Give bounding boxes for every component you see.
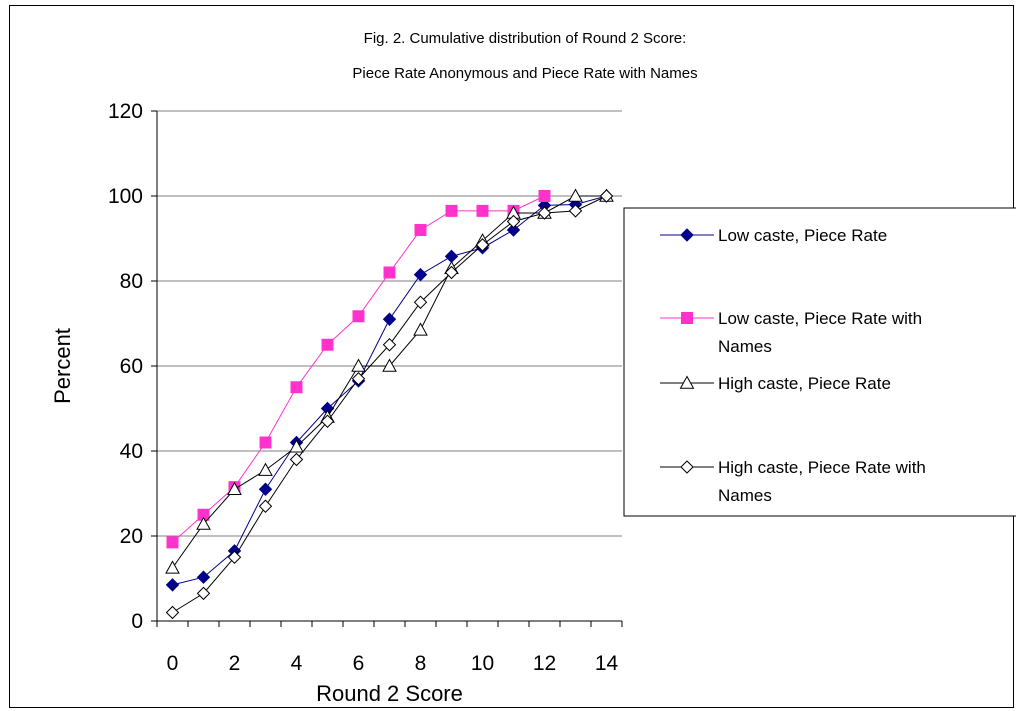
x-tick-label: 12 — [533, 652, 556, 675]
x-tick-label: 0 — [167, 652, 179, 675]
y-tick-label: 120 — [108, 100, 143, 123]
data-point-s4-x8 — [413, 295, 428, 309]
legend-label-4: Names — [718, 486, 772, 505]
legend-label-2: Low caste, Piece Rate with — [718, 309, 922, 328]
x-tick-label: 14 — [595, 652, 619, 675]
y-tick-label: 0 — [131, 610, 143, 633]
data-point-s3-x0 — [165, 560, 180, 574]
data-point-s2-x0 — [166, 536, 179, 549]
data-point-s3-x8 — [413, 322, 428, 336]
data-point-s1-x7 — [382, 312, 397, 326]
data-point-s4-x13 — [568, 204, 583, 218]
data-point-s2-x3 — [259, 436, 272, 449]
legend: Low caste, Piece Rate Low caste, Piece Ra… — [623, 207, 1016, 517]
data-point-s3-x3 — [258, 462, 273, 476]
y-tick-label: 20 — [120, 525, 143, 548]
x-tick-label: 8 — [415, 652, 427, 675]
data-point-s3-x1 — [196, 516, 211, 530]
data-point-s4-x12 — [537, 206, 552, 220]
data-point-s2-x5 — [321, 338, 334, 351]
data-point-s4-x0 — [165, 605, 180, 620]
data-point-s4-x9 — [444, 265, 459, 280]
x-tick-label: 6 — [353, 652, 365, 675]
data-point-s4-x5 — [320, 414, 335, 428]
data-point-s2-x12 — [538, 190, 551, 202]
y-axis-title: Percent — [50, 328, 75, 404]
y-tick-label: 80 — [120, 270, 143, 293]
x-axis-title: Round 2 Score — [316, 681, 463, 706]
plot-area: 0 20 40 60 80 100 120 0 2 4 6 8 10 12 14 Round 2 Score P… — [50, 100, 623, 706]
chart-title-line2: Piece Rate Anonymous and Piece Rate with… — [352, 65, 697, 82]
data-point-s3-x4 — [289, 439, 304, 453]
data-point-s4-x10 — [475, 238, 490, 252]
x-tick-label: 4 — [291, 652, 303, 675]
series-line-3 — [172, 195, 607, 569]
x-tick-label: 10 — [471, 652, 494, 675]
data-point-s4-x4 — [289, 452, 304, 467]
legend-label-2: Names — [718, 337, 772, 356]
data-point-s4-x14 — [599, 189, 614, 203]
data-point-s1-x3 — [258, 482, 273, 496]
data-point-s4-x7 — [382, 338, 397, 352]
data-point-s3-x2 — [227, 481, 242, 495]
data-point-s4-x3 — [258, 499, 273, 513]
y-tick-label: 100 — [108, 185, 143, 208]
data-point-s1-x0 — [165, 578, 180, 592]
data-point-s3-x13 — [568, 188, 583, 202]
y-tick-label: 40 — [120, 440, 143, 463]
data-point-s2-x7 — [383, 266, 396, 279]
legend-swatch-marker-1 — [680, 228, 694, 242]
legend-label-1: Low caste, Piece Rate — [718, 226, 887, 245]
data-point-s4-x2 — [227, 550, 242, 564]
data-point-s4-x11 — [506, 214, 521, 229]
legend-swatch-marker-3 — [679, 375, 695, 389]
series-line-1 — [172, 195, 607, 586]
data-point-s3-x7 — [382, 358, 397, 372]
data-point-s2-x10 — [476, 204, 489, 217]
legend-swatch-marker-4 — [680, 460, 694, 474]
data-point-s4-x1 — [196, 586, 211, 601]
data-point-s1-x8 — [413, 267, 428, 282]
data-point-s2-x9 — [445, 204, 458, 217]
data-point-s2-x6 — [352, 310, 365, 323]
legend-label-4: High caste, Piece Rate with — [718, 458, 926, 477]
legend-swatch-marker-2 — [681, 312, 693, 324]
y-tick-label: 60 — [120, 355, 143, 378]
data-point-s4-x6 — [351, 372, 366, 386]
chart-title-line1: Fig. 2. Cumulative distribution of Round… — [364, 30, 687, 47]
data-point-s1-x1 — [196, 570, 211, 584]
data-point-s1-x11 — [506, 223, 521, 237]
data-point-s1-x9 — [444, 249, 459, 264]
data-point-s2-x4 — [290, 381, 303, 394]
legend-label-3: High caste, Piece Rate — [718, 374, 891, 393]
data-point-s2-x8 — [414, 224, 427, 236]
data-point-s3-x6 — [351, 358, 366, 372]
x-tick-label: 2 — [229, 652, 241, 675]
